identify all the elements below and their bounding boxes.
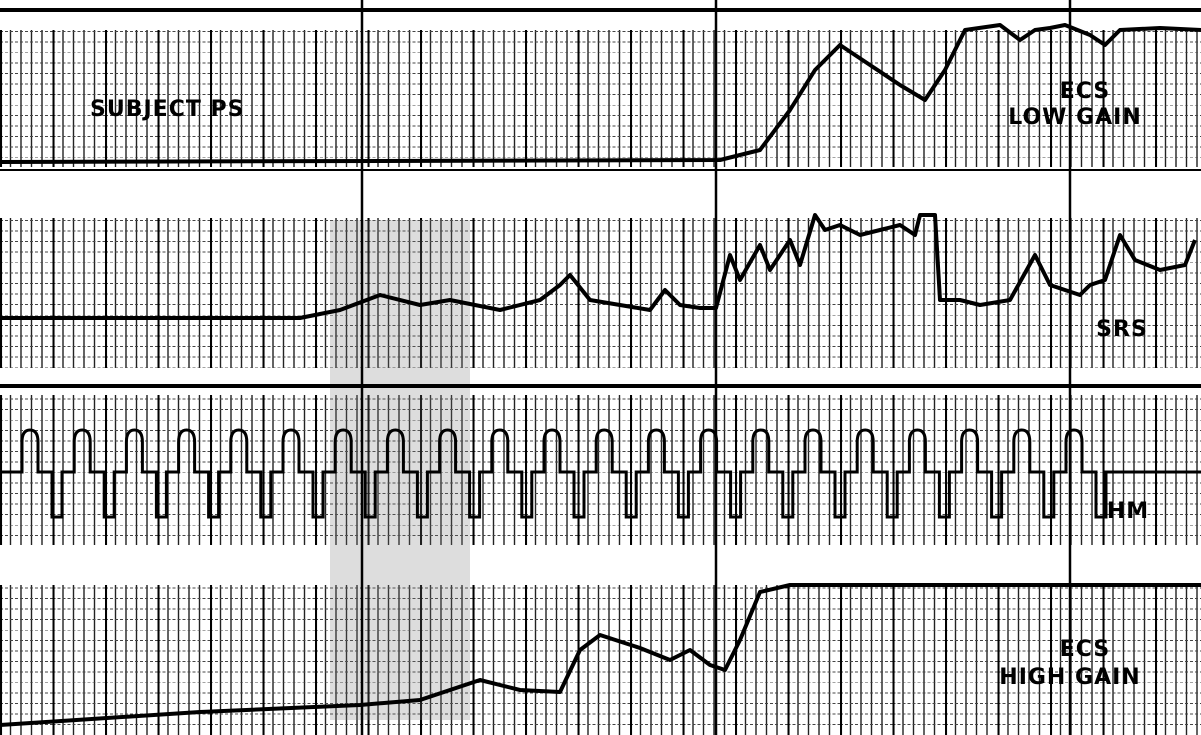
blank-band (0, 176, 1201, 214)
channel-label: SRS (1096, 317, 1148, 342)
grid-band (0, 395, 1201, 545)
channel-label: ECS (1060, 79, 1110, 104)
blank-band (0, 553, 1201, 581)
strip-chart: SUBJECT PS ECS LOW GAIN SRS HM ECS HIGH … (0, 0, 1201, 735)
channel-label: HM (1107, 499, 1149, 524)
channel-label: LOW GAIN (1008, 105, 1142, 130)
channel-label: HIGH GAIN (999, 665, 1140, 690)
subject-label: SUBJECT PS (90, 97, 244, 122)
channel-label: ECS (1060, 637, 1110, 662)
grid-band (0, 218, 1201, 368)
